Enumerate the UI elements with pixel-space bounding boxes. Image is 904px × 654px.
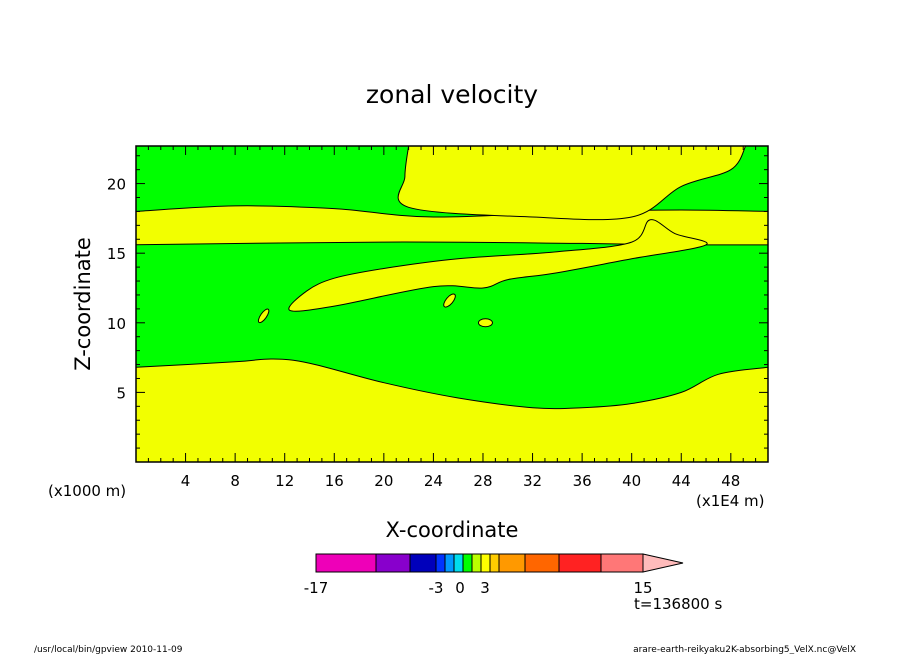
time-label: t=136800 s [634,595,722,613]
plot-frame [135,145,769,463]
y-tick-label: 5 [116,384,126,402]
colorbar-swatch [524,553,560,573]
y-unit-label: (x1000 m) [48,482,126,500]
yellow-island [477,318,493,328]
x-tick-label: 8 [230,472,240,490]
lower-right-yellow-tongue [288,219,708,312]
colorbar-swatch [462,553,473,573]
colorbar-swatch [558,553,602,573]
colorbar-label: 3 [480,579,490,597]
y-tick-label: 10 [107,315,126,333]
x-tick-label: 12 [275,472,294,490]
x-tick-label: 28 [473,472,492,490]
y-axis-ticks: 5 10 15 20 [107,155,768,449]
x-axis-title: X-coordinate [386,518,519,542]
colorbar-swatch [409,553,437,573]
x-tick-label: 20 [374,472,393,490]
yellow-island [257,308,270,324]
footer-right: arare-earth-reikyaku2K-absorbing5_VelX.n… [633,645,856,654]
colorbar-swatch [435,553,446,573]
colorbar-label: -17 [304,579,329,597]
plot-area [135,145,769,463]
contour-regions [135,145,769,463]
upper-right-yellow-wedge [397,145,747,221]
x-tick-label: 32 [523,472,542,490]
colorbar-swatch [498,553,526,573]
colorbar-label: -3 [429,579,444,597]
x-axis-ticks: 4 8 12 16 20 24 28 32 36 40 44 48 [147,146,757,490]
colorbar-label: 0 [455,579,465,597]
colorbar-extension-arrow [642,553,684,573]
colorbar-swatch [315,553,377,573]
colorbar-swatch [375,553,411,573]
y-axis-title: Z-coordinate [71,237,95,371]
x-unit-label: (x1E4 m) [696,492,765,510]
footer-left: /usr/local/bin/gpview 2010-11-09 [34,645,183,654]
colorbar-swatch [471,553,482,573]
colorbar: -17 -3 0 3 15 [304,553,684,597]
x-tick-label: 16 [325,472,344,490]
x-tick-label: 4 [181,472,191,490]
y-tick-label: 20 [107,176,126,194]
colorbar-swatch [489,553,500,573]
colorbar-label: 15 [633,579,652,597]
lower-yellow-layer [135,358,769,463]
colorbar-swatch [453,553,464,573]
yellow-island [443,293,456,308]
x-tick-label: 24 [424,472,443,490]
y-tick-label: 15 [107,245,126,263]
x-tick-label: 48 [721,472,740,490]
x-tick-label: 36 [573,472,592,490]
colorbar-swatch [480,553,491,573]
x-tick-label: 44 [672,472,691,490]
x-tick-label: 40 [622,472,641,490]
chart-title: zonal velocity [366,80,538,109]
colorbar-swatch [444,553,455,573]
colorbar-swatch [600,553,644,573]
